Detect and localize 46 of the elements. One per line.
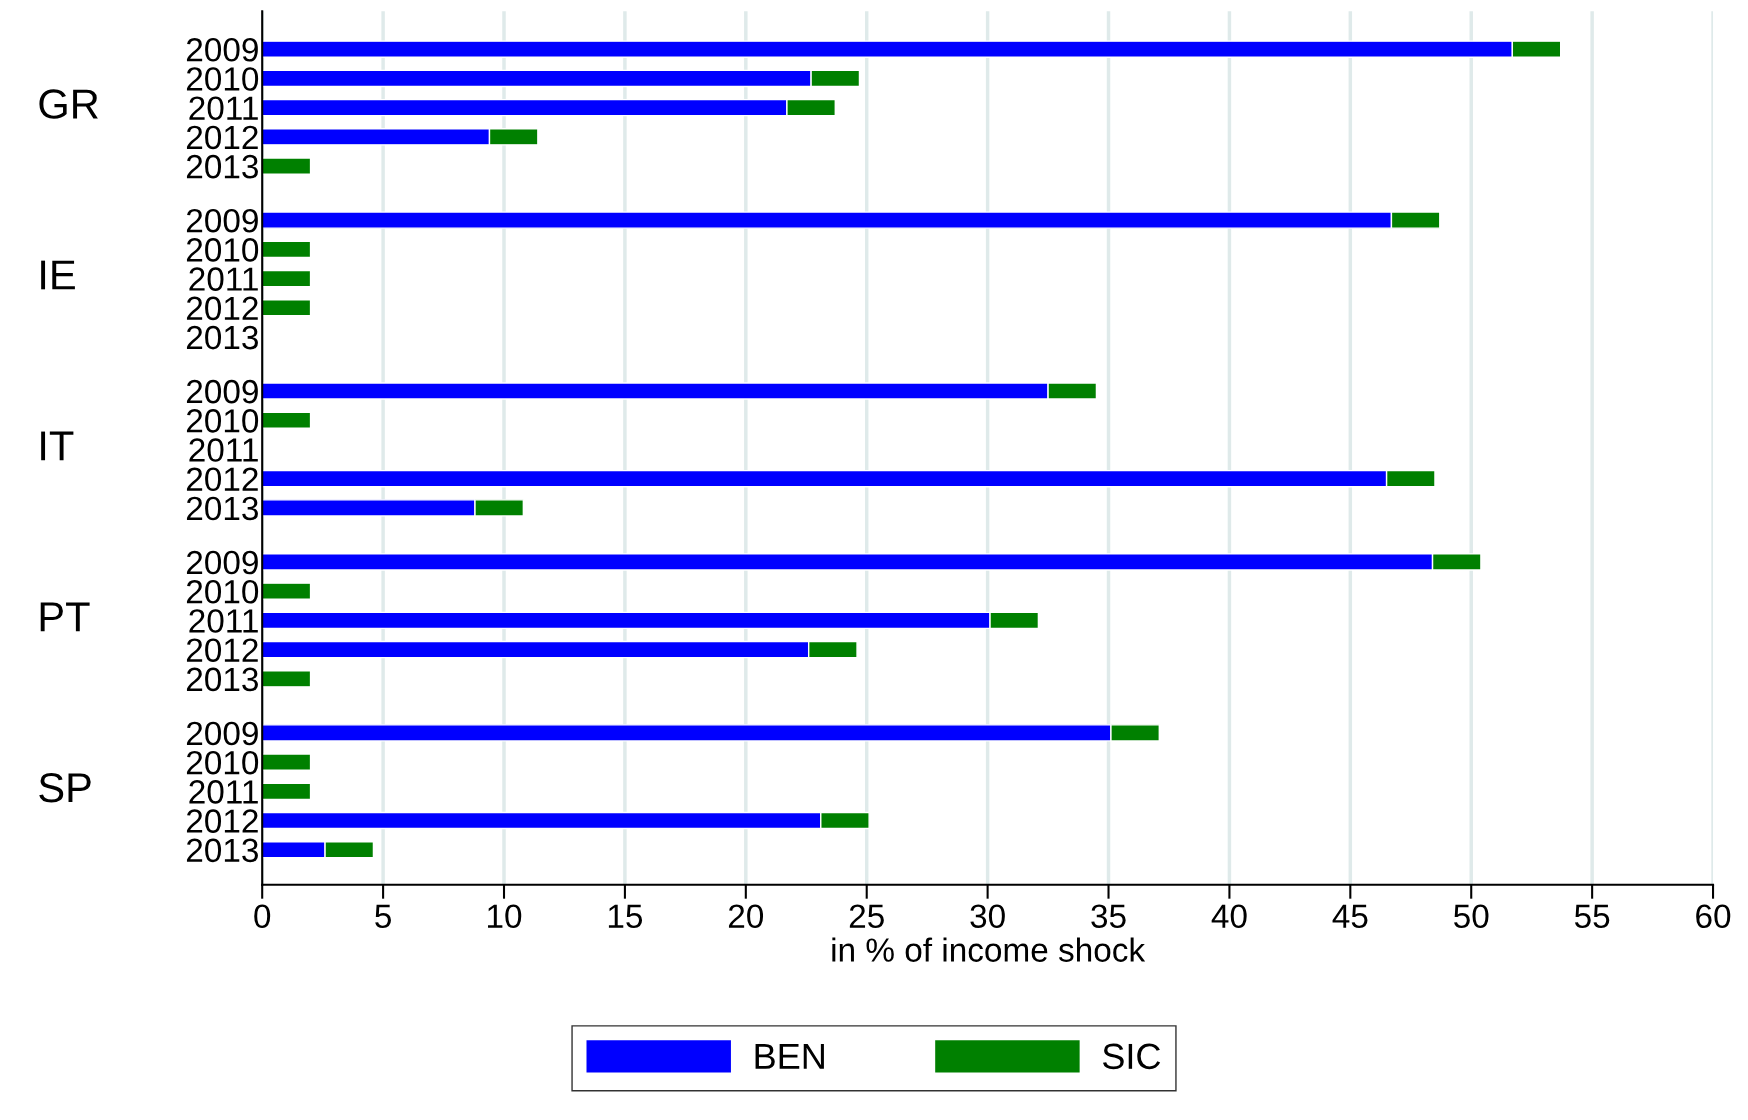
y-tick-label: 2012 bbox=[186, 809, 258, 833]
x-tick-label: 60 bbox=[1696, 904, 1731, 929]
text: IE bbox=[41, 260, 75, 290]
x-tick-label: 10 bbox=[488, 904, 522, 929]
x-tick-label: 0 bbox=[254, 904, 271, 929]
y-tick-label: 2013 bbox=[186, 325, 258, 350]
y-tick-label: 2011 bbox=[189, 267, 258, 291]
y-tick-label: 2011 bbox=[189, 609, 258, 633]
x-tick-label: 20 bbox=[728, 904, 764, 929]
y-tick-label: 2010 bbox=[186, 409, 259, 433]
x-tick-label: 15 bbox=[608, 904, 643, 929]
x-tick-label: 50 bbox=[1454, 904, 1489, 929]
text: GR bbox=[39, 89, 98, 119]
y-tick-label: 2010 bbox=[186, 238, 259, 262]
y-tick-label: 2011 bbox=[189, 96, 258, 121]
y-tick-label: 2009 bbox=[186, 379, 258, 404]
y-tick-label: 2013 bbox=[186, 667, 258, 692]
x-tick-label: 45 bbox=[1332, 904, 1368, 929]
y-tick-label: 2009 bbox=[186, 37, 258, 62]
y-tick-label: 2009 bbox=[186, 550, 258, 575]
text: PT bbox=[40, 602, 90, 632]
y-tick-label: 2009 bbox=[186, 208, 258, 233]
x-tick-label: 35 bbox=[1091, 904, 1126, 929]
y-tick-label: 2010 bbox=[186, 750, 259, 775]
y-tick-label: 2012 bbox=[186, 296, 258, 321]
y-tick-label: 2012 bbox=[186, 638, 258, 663]
y-tick-label: 2010 bbox=[186, 579, 259, 604]
y-tick-label: 2013 bbox=[186, 496, 258, 521]
y-tick-label: 2013 bbox=[186, 154, 258, 179]
y-tick-label: 2012 bbox=[186, 467, 258, 492]
y-tick-label: 2010 bbox=[186, 67, 259, 91]
y-tick-label: 2011 bbox=[189, 438, 258, 462]
x-tick-label: 55 bbox=[1574, 904, 1610, 929]
y-tick-label: 2009 bbox=[186, 721, 258, 746]
x-axis-title: in % of income shock bbox=[832, 937, 1146, 962]
x-tick-label: 30 bbox=[970, 904, 1005, 929]
x-tick-label: 25 bbox=[849, 904, 884, 929]
text: SP bbox=[39, 772, 91, 803]
x-tick-label: 5 bbox=[375, 904, 391, 929]
x-tick-label: 40 bbox=[1211, 904, 1247, 929]
legend-label: BEN bbox=[755, 1043, 824, 1069]
y-tick-label: 2011 bbox=[189, 780, 258, 804]
y-tick-label: 2012 bbox=[186, 125, 258, 150]
y-tick-label: 2013 bbox=[186, 838, 258, 863]
text: IT bbox=[41, 431, 74, 461]
legend-label: SIC bbox=[1102, 1043, 1161, 1070]
